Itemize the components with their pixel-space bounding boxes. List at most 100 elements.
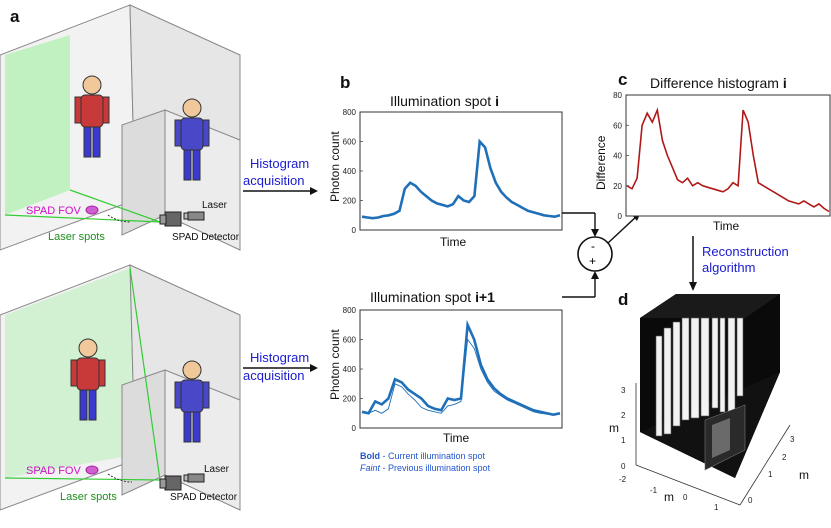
top-face (640, 294, 780, 318)
panel-c-letter: c (618, 70, 627, 89)
y-tick-label: 600 (343, 138, 357, 147)
reconstruction-label-1: Reconstruction (702, 244, 789, 259)
legend-bold: Bold - Current illumination spot (360, 451, 486, 461)
plus-sign: + (589, 254, 596, 268)
y-tick-label: 200 (343, 395, 357, 404)
x-tick-labels: -2 -1 0 1 (619, 475, 719, 512)
y-tick-label: 800 (343, 306, 357, 315)
tick-label: 3 (790, 435, 795, 444)
y-tick-label: 0 (618, 212, 623, 221)
legend-faint: Faint - Previous illumination spot (360, 463, 491, 473)
sum-circle (577, 236, 613, 272)
plot-illumination-i: Illumination spot i 0 200 400 600 800 Time P… (328, 93, 563, 249)
tick-label: 0 (621, 462, 626, 471)
arrow-head (310, 187, 318, 195)
plot-title: Illumination spot i+1 (370, 289, 495, 305)
tick-label: 1 (621, 436, 626, 445)
fov-line (4, 477, 161, 481)
occluder-face (712, 418, 730, 458)
tick-label: 2 (621, 411, 626, 420)
x-axis-label: Time (713, 219, 740, 233)
y-tick-label: 200 (343, 197, 357, 206)
series-line-current (361, 138, 561, 220)
laser-icon (183, 473, 205, 483)
plot-illumination-i-plus-1: Illumination spot i+1 0 200 400 600 800 Time… (328, 289, 563, 445)
difference-node: - + (562, 212, 641, 298)
y-axis-label: Difference (594, 135, 608, 190)
y-tick-label: 0 (352, 226, 357, 235)
reconstruction-label-2: algorithm (702, 260, 755, 275)
tick-label: -1 (650, 486, 658, 495)
tick-label: 0 (748, 496, 753, 505)
spad-fov-icon (85, 205, 99, 215)
tick-label: 1 (768, 470, 773, 479)
y-tick-label: 80 (613, 91, 622, 100)
y-tick-label: 600 (343, 336, 357, 345)
minus-sign: - (591, 239, 595, 253)
tick-label: 2 (782, 453, 787, 462)
green-fov-patch (5, 35, 70, 215)
tick-label: 1 (714, 503, 719, 512)
green-fov-patch (5, 268, 133, 478)
tick-label: 3 (621, 386, 626, 395)
y-tick-label: 400 (343, 167, 357, 176)
y-tick-label: 20 (613, 182, 622, 191)
laser-spots-dots (107, 214, 131, 223)
y-tick-label: 800 (343, 108, 357, 117)
panel-a-letter: a (10, 7, 20, 26)
arrow-to-diff (607, 214, 639, 244)
y-tick-labels: 0 200 400 600 800 (343, 306, 363, 433)
tick-label: 0 (683, 493, 688, 502)
x-axis-label: m (664, 490, 674, 504)
spad-fov-icon (85, 465, 99, 475)
y-tick-label: 40 (613, 152, 622, 161)
x-axis (635, 464, 741, 506)
x-axis-label: Time (443, 431, 470, 445)
person-blue (174, 360, 210, 443)
person-red (70, 338, 106, 421)
spad-detector-label: SPAD Detector (172, 232, 240, 243)
y-tick-label: 400 (343, 365, 357, 374)
series-line-difference (626, 107, 830, 213)
person-blue (174, 98, 210, 181)
reconstructed-slabs (655, 317, 744, 437)
y-axis-label: Photon count (328, 329, 342, 400)
spad-fov-label: SPAD FOV (26, 205, 81, 217)
laser-spots-label: Laser spots (60, 491, 117, 503)
spad-detector-label: SPAD Detector (170, 492, 238, 503)
y-axis-label: Photon count (328, 131, 342, 202)
laser-label: Laser (204, 464, 230, 475)
fov-line (129, 267, 161, 481)
occluder-wall (121, 369, 166, 496)
y-axis (739, 424, 791, 506)
plot-title: Difference histogram i (650, 75, 787, 91)
spad-detector-icon (159, 211, 182, 227)
tick-label: -2 (619, 475, 627, 484)
y-tick-labels: 0 123 (748, 435, 795, 505)
histogram-acq-label-1: Histogram (250, 156, 309, 171)
laser-icon (183, 211, 205, 221)
y-tick-labels: 0 200 400 600 800 (343, 108, 363, 235)
y-tick-label: 60 (613, 121, 622, 130)
histogram-acq-label-2: acquisition (243, 368, 304, 383)
panel-b-letter: b (340, 73, 350, 92)
fov-line (69, 189, 161, 223)
scene-top: SPAD FOV Laser spots Laser SPAD Detector (0, 4, 241, 251)
spad-detector-icon (159, 475, 182, 491)
scene-bottom: SPAD FOV Laser spots Laser SPAD Detector (0, 264, 241, 511)
y-axis-label: m (799, 468, 809, 482)
z-tick-labels: 0 1 2 3 (621, 386, 626, 471)
plot-frame (625, 94, 831, 217)
z-axis-label: m (609, 421, 619, 435)
fov-line (4, 214, 161, 223)
laser-spots-label: Laser spots (48, 231, 105, 243)
person-red (74, 75, 110, 158)
series-line-current (361, 319, 561, 417)
laser-label: Laser (202, 200, 228, 211)
spad-fov-label: SPAD FOV (26, 465, 81, 477)
x-axis-label: Time (440, 235, 467, 249)
plot-difference-histogram: Difference histogram i 0 20 40 60 80 Time Di… (594, 75, 831, 233)
arrow-head (310, 364, 318, 372)
